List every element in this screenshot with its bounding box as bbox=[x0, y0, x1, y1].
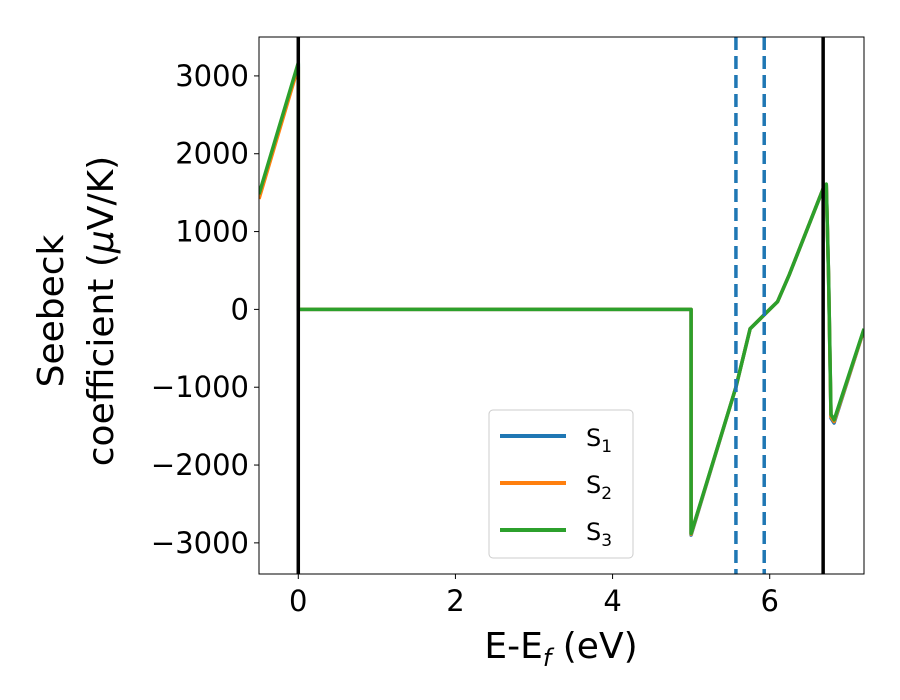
y-tick-label: −3000 bbox=[151, 526, 249, 560]
plot-frame bbox=[258, 36, 865, 575]
y-tick-label: −1000 bbox=[151, 370, 249, 404]
legend-label-s1-name: S bbox=[586, 424, 601, 452]
legend: S1 S2 S3 bbox=[488, 409, 634, 559]
y-tick-label: −2000 bbox=[151, 448, 249, 482]
y-axis-title-line1: Seebeck bbox=[31, 234, 72, 387]
y-axis-title-suffix: V/K) bbox=[81, 156, 122, 230]
legend-entry-s1: S1 bbox=[500, 424, 612, 457]
y-axis-title-prefix: coefficient ( bbox=[81, 253, 122, 466]
x-axis-ticks: 0 2 4 6 bbox=[289, 574, 779, 618]
y-tick-label: 2000 bbox=[175, 137, 249, 171]
legend-entry-s3: S3 bbox=[500, 518, 612, 551]
legend-label-s2-sub: 2 bbox=[601, 484, 612, 504]
x-tick-label: 0 bbox=[289, 584, 307, 618]
x-tick-label: 2 bbox=[446, 584, 464, 618]
legend-label-s2-name: S bbox=[586, 471, 601, 499]
reference-lines bbox=[296, 37, 825, 574]
y-axis-title-line2: coefficient (μV/K) bbox=[81, 156, 122, 466]
legend-label-s3-sub: 3 bbox=[601, 531, 612, 551]
y-tick-label: 0 bbox=[231, 292, 249, 326]
y-tick-label: 1000 bbox=[175, 215, 249, 249]
y-axis-title-mu: μ bbox=[81, 230, 122, 254]
legend-label-s2: S2 bbox=[586, 471, 612, 504]
x-tick-label: 6 bbox=[760, 584, 778, 618]
y-tick-label: 3000 bbox=[175, 59, 249, 93]
legend-label-s3: S3 bbox=[586, 518, 612, 551]
x-axis-title-main: E-E bbox=[484, 626, 542, 667]
x-axis-title-unit: (eV) bbox=[551, 626, 637, 667]
legend-label-s3-name: S bbox=[586, 518, 601, 546]
x-tick-label: 4 bbox=[603, 584, 621, 618]
x-axis-title: E-Ef (eV) bbox=[484, 626, 637, 672]
y-axis-title: Seebeck coefficient (μV/K) bbox=[31, 156, 122, 466]
legend-label-s1-sub: 1 bbox=[601, 437, 612, 457]
legend-entry-s2: S2 bbox=[500, 471, 612, 504]
legend-label-s1: S1 bbox=[586, 424, 612, 457]
y-axis-ticks: −3000 −2000 −1000 0 1000 2000 3000 bbox=[151, 59, 259, 560]
